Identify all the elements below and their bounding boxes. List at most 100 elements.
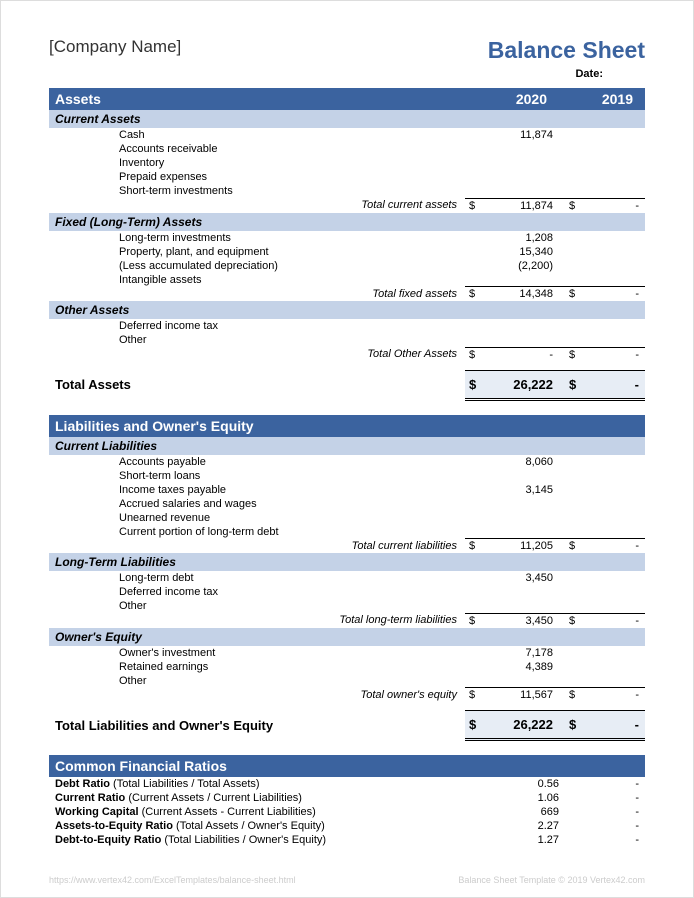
line-item-y2 bbox=[583, 497, 645, 511]
line-item-row: Short-term loans bbox=[49, 469, 645, 483]
subtotal-label: Total long-term liabilities bbox=[49, 613, 465, 628]
subtotal-y1: 14,348 bbox=[483, 287, 565, 302]
line-item-label: Owner's investment bbox=[49, 646, 465, 660]
ratios-section-header: Common Financial Ratios bbox=[49, 755, 645, 777]
currency-symbol: $ bbox=[465, 539, 483, 554]
subtotal-y1: 11,567 bbox=[483, 688, 565, 703]
currency-symbol: $ bbox=[465, 688, 483, 703]
line-item-row: Accrued salaries and wages bbox=[49, 497, 645, 511]
line-item-row: Property, plant, and equipment 15,340 bbox=[49, 245, 645, 259]
ratio-desc: (Total Liabilities / Owner's Equity) bbox=[161, 834, 326, 846]
ratio-label: Current Ratio bbox=[55, 792, 125, 804]
subtotal-y2: - bbox=[583, 347, 645, 362]
line-item-label: Accounts receivable bbox=[49, 142, 465, 156]
line-item-label: (Less accumulated depreciation) bbox=[49, 259, 465, 273]
line-item-y2 bbox=[583, 231, 645, 245]
ratio-value-y2: - bbox=[583, 819, 645, 833]
ratio-desc: (Current Assets / Current Liabilities) bbox=[125, 792, 302, 804]
ratio-value: 2.27 bbox=[483, 819, 565, 833]
ratio-row: Debt-to-Equity Ratio (Total Liabilities … bbox=[49, 833, 645, 847]
subsection-header: Other Assets bbox=[49, 301, 645, 319]
subtotal-y2: - bbox=[583, 539, 645, 554]
currency-symbol: $ bbox=[565, 613, 583, 628]
line-item-y2 bbox=[583, 156, 645, 170]
line-item-y1 bbox=[483, 333, 565, 347]
subtotal-y2: - bbox=[583, 688, 645, 703]
line-item-label: Cash bbox=[49, 128, 465, 142]
line-item-row: Other bbox=[49, 333, 645, 347]
subtotal-row: Total owner's equity$11,567$- bbox=[49, 688, 645, 703]
currency-symbol: $ bbox=[565, 370, 583, 399]
subtotal-label: Total current assets bbox=[49, 198, 465, 213]
subtotal-y1: 3,450 bbox=[483, 613, 565, 628]
line-item-y2 bbox=[583, 184, 645, 198]
line-item-y1: 8,060 bbox=[483, 455, 565, 469]
subtotal-row: Total current liabilities$11,205$- bbox=[49, 539, 645, 554]
ratio-value: 669 bbox=[483, 805, 565, 819]
assets-title: Assets bbox=[55, 91, 459, 107]
line-item-y1 bbox=[483, 469, 565, 483]
line-item-y1: 11,874 bbox=[483, 128, 565, 142]
ratio-desc: (Current Assets - Current Liabilities) bbox=[139, 806, 316, 818]
ratio-row: Assets-to-Equity Ratio (Total Assets / O… bbox=[49, 819, 645, 833]
line-item-label: Property, plant, and equipment bbox=[49, 245, 465, 259]
ratio-desc: (Total Assets / Owner's Equity) bbox=[173, 820, 325, 832]
line-item-y2 bbox=[583, 525, 645, 539]
ratio-value-y2: - bbox=[583, 791, 645, 805]
subsection-header: Fixed (Long-Term) Assets bbox=[49, 213, 645, 231]
currency-symbol: $ bbox=[465, 613, 483, 628]
line-item-y1 bbox=[483, 511, 565, 525]
ratio-label: Debt-to-Equity Ratio bbox=[55, 834, 161, 846]
currency-symbol: $ bbox=[465, 198, 483, 213]
total-liab-equity-y2: - bbox=[583, 711, 645, 740]
line-item-y1: (2,200) bbox=[483, 259, 565, 273]
subtotal-row: Total current assets$11,874$- bbox=[49, 198, 645, 213]
line-item-row: Long-term debt 3,450 bbox=[49, 571, 645, 585]
line-item-y1: 3,450 bbox=[483, 571, 565, 585]
line-item-row: Other bbox=[49, 674, 645, 688]
subtotal-y2: - bbox=[583, 613, 645, 628]
line-item-label: Long-term debt bbox=[49, 571, 465, 585]
ratio-row: Working Capital (Current Assets - Curren… bbox=[49, 805, 645, 819]
currency-symbol: $ bbox=[565, 539, 583, 554]
subtotal-label: Total owner's equity bbox=[49, 688, 465, 703]
total-assets-y1: 26,222 bbox=[483, 370, 565, 399]
line-item-y2 bbox=[583, 142, 645, 156]
ratio-desc: (Total Liabilities / Total Assets) bbox=[110, 778, 260, 790]
line-item-label: Other bbox=[49, 333, 465, 347]
line-item-row: Deferred income tax bbox=[49, 585, 645, 599]
line-item-y1: 1,208 bbox=[483, 231, 565, 245]
ratio-value-y2: - bbox=[583, 805, 645, 819]
ratio-label: Working Capital bbox=[55, 806, 139, 818]
line-item-y2 bbox=[583, 571, 645, 585]
ratio-value-y2: - bbox=[583, 777, 645, 791]
line-item-y1: 15,340 bbox=[483, 245, 565, 259]
subtotal-label: Total fixed assets bbox=[49, 287, 465, 302]
year-2: 2019 bbox=[559, 91, 639, 107]
subtotal-y2: - bbox=[583, 287, 645, 302]
line-item-row: Short-term investments bbox=[49, 184, 645, 198]
line-item-y2 bbox=[583, 319, 645, 333]
line-item-y2 bbox=[583, 455, 645, 469]
line-item-y2 bbox=[583, 646, 645, 660]
line-item-label: Income taxes payable bbox=[49, 483, 465, 497]
total-assets-row: Total Assets $ 26,222 $ - bbox=[49, 370, 645, 399]
line-item-row: Long-term investments1,208 bbox=[49, 231, 645, 245]
subsection-header: Current Assets bbox=[49, 110, 645, 128]
currency-symbol: $ bbox=[465, 370, 483, 399]
subtotal-y1: - bbox=[483, 347, 565, 362]
line-item-row: (Less accumulated depreciation) (2,200) bbox=[49, 259, 645, 273]
line-item-y1 bbox=[483, 142, 565, 156]
total-assets-label: Total Assets bbox=[49, 370, 465, 399]
line-item-label: Accrued salaries and wages bbox=[49, 497, 465, 511]
line-item-y1 bbox=[483, 319, 565, 333]
line-item-y1 bbox=[483, 674, 565, 688]
line-item-label: Intangible assets bbox=[49, 273, 465, 287]
total-assets-y2: - bbox=[583, 370, 645, 399]
total-liab-equity-y1: 26,222 bbox=[483, 711, 565, 740]
ratio-value: 0.56 bbox=[483, 777, 565, 791]
subtotal-y1: 11,874 bbox=[483, 198, 565, 213]
line-item-y1 bbox=[483, 156, 565, 170]
line-item-row: Inventory bbox=[49, 156, 645, 170]
assets-section-header: Assets 2020 2019 bbox=[49, 88, 645, 110]
